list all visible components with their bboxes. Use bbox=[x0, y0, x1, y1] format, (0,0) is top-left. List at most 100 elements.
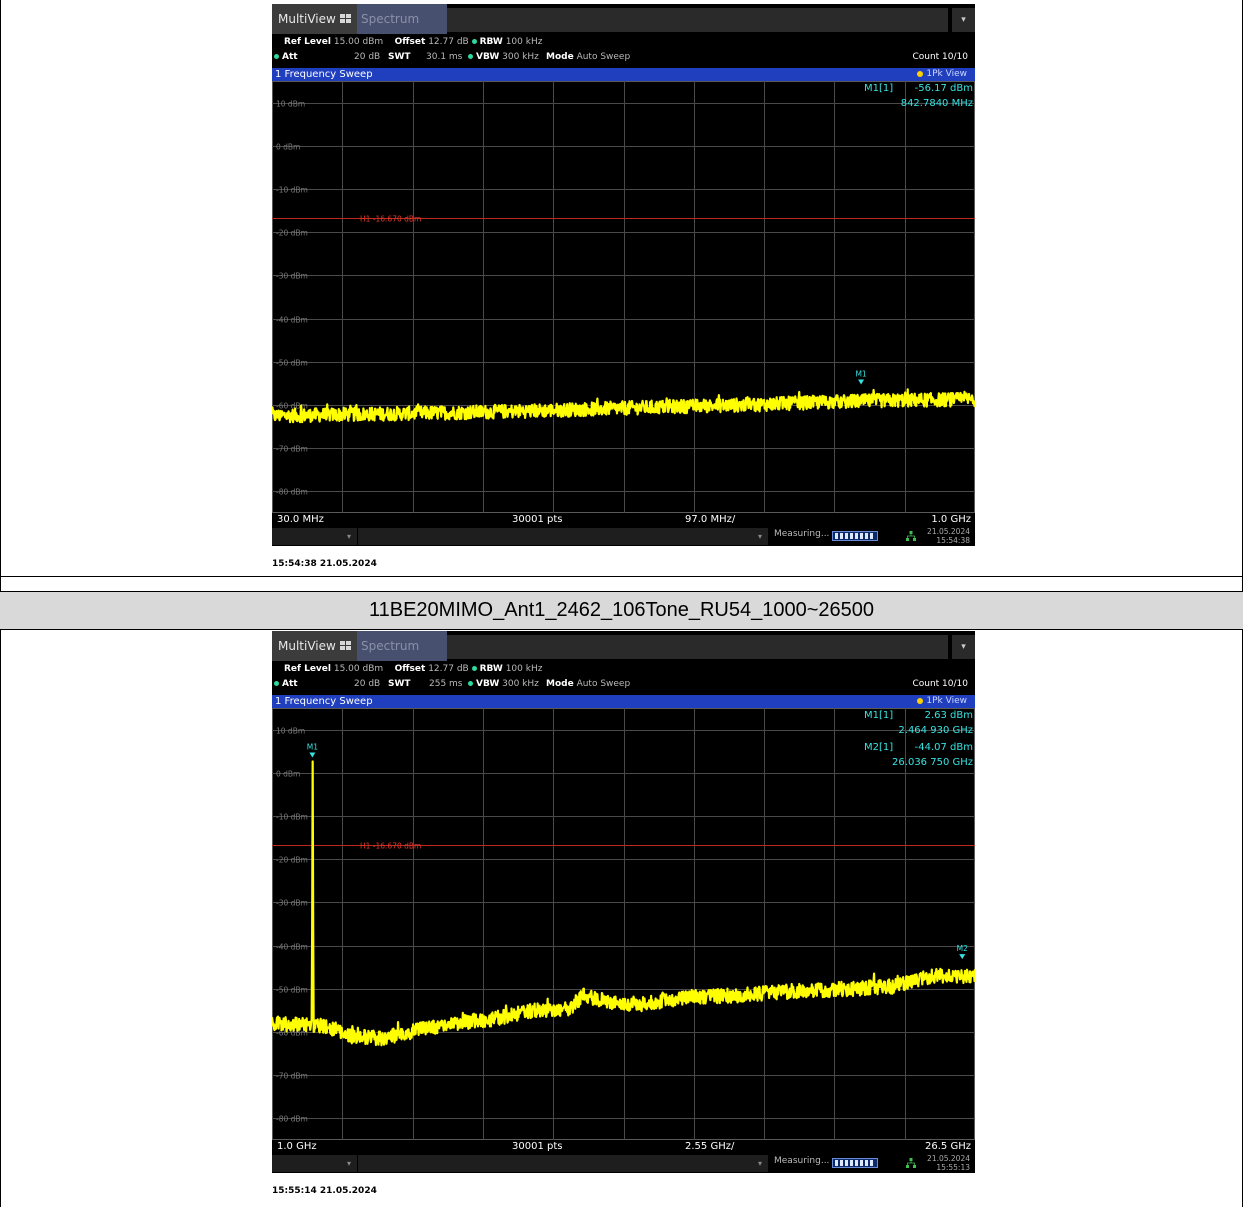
marker-label: M2 bbox=[957, 944, 968, 953]
marker-triangle bbox=[858, 379, 865, 385]
multiview-grid-icon bbox=[340, 14, 352, 24]
status-dropdown-wide[interactable]: ▾ bbox=[358, 1155, 768, 1172]
row-divider bbox=[0, 591, 1243, 592]
vbw-value: 300 kHz bbox=[502, 679, 539, 689]
plot-area[interactable]: 10 dBm 0 dBm -10 dBm -20 dBm -30 dBm -40 dBm -… bbox=[272, 708, 975, 1140]
rbw-value: 100 kHz bbox=[505, 37, 543, 47]
vbw-label: VBW bbox=[476, 679, 500, 689]
marker-readout-name: M1[1] bbox=[864, 83, 894, 94]
chevron-down-icon[interactable]: ▾ bbox=[952, 8, 975, 32]
tab-spectrum[interactable]: Spectrum bbox=[357, 4, 447, 34]
sweep-title-bar: 1 Frequency Sweep 1Pk View bbox=[272, 695, 975, 708]
y-tick-label: -50 dBm bbox=[276, 986, 308, 995]
ref-level-label: Ref Level bbox=[284, 664, 331, 674]
y-tick-label: 0 dBm bbox=[276, 143, 300, 152]
marker-label: M1 bbox=[855, 369, 866, 378]
trace-indicator: 1Pk View bbox=[917, 68, 967, 81]
ref-level-label: Ref Level bbox=[284, 37, 331, 47]
status-bar: ▾ ▾ Measuring... 21.05.2024 15:55:13 bbox=[272, 1153, 975, 1173]
y-tick-label: 0 dBm bbox=[276, 770, 300, 779]
marker-readout-frequency: 842.7840 MHz bbox=[900, 98, 973, 109]
trace-dot-icon bbox=[917, 70, 924, 77]
mode-label: Mode bbox=[546, 679, 574, 689]
status-dropdown-wide[interactable]: ▾ bbox=[358, 528, 768, 545]
caption-row: 11BE20MIMO_Ant1_2462_106Tone_RU54_1000~2… bbox=[0, 591, 1243, 629]
offset-value: 12.77 dB bbox=[428, 664, 469, 674]
y-tick-label: -20 dBm bbox=[276, 229, 308, 238]
status-time: 15:55:13 bbox=[936, 1163, 970, 1172]
swt-label: SWT bbox=[388, 679, 411, 689]
y-tick-label: -70 dBm bbox=[276, 1072, 308, 1081]
y-tick-label: -80 dBm bbox=[276, 1115, 308, 1124]
coupled-dot-icon bbox=[471, 39, 477, 44]
trace-label: 1Pk View bbox=[926, 696, 967, 706]
tab-spectrum-label: Spectrum bbox=[361, 12, 420, 26]
measuring-text: Measuring... bbox=[774, 529, 830, 539]
measuring-text: Measuring... bbox=[774, 1156, 830, 1166]
marker-triangle bbox=[309, 752, 316, 758]
x-start-label: 30.0 MHz bbox=[277, 514, 324, 525]
vbw-value: 300 kHz bbox=[502, 52, 539, 62]
limit-line-label: H1 -16.670 dBm bbox=[360, 842, 421, 851]
plot-area[interactable]: 10 dBm 0 dBm -10 dBm -20 dBm -30 dBm -40 dBm -… bbox=[272, 81, 975, 513]
trace-indicator: 1Pk View bbox=[917, 695, 967, 708]
tab-multiview-label: MultiView bbox=[278, 12, 336, 26]
div-label: 2.55 GHz/ bbox=[685, 1141, 735, 1152]
swt-value: 30.1 ms bbox=[426, 52, 463, 62]
marker-readout-level: -44.07 dBm bbox=[914, 742, 973, 753]
capture-timestamp: 15:55:14 21.05.2024 bbox=[272, 1186, 377, 1196]
x-start-label: 1.0 GHz bbox=[277, 1141, 317, 1152]
marker-readout-frequency: 2.464 930 GHz bbox=[898, 725, 973, 736]
coupled-dot-icon bbox=[274, 681, 279, 686]
y-tick-label: -80 dBm bbox=[276, 488, 308, 497]
marker-triangle bbox=[959, 954, 966, 960]
mode-value: Auto Sweep bbox=[576, 52, 631, 62]
y-tick-label: -40 dBm bbox=[276, 316, 308, 325]
rbw-value: 100 kHz bbox=[505, 664, 543, 674]
status-date: 21.05.2024 bbox=[927, 1154, 970, 1163]
tab-multiview[interactable]: MultiView bbox=[272, 4, 357, 34]
offset-label: Offset bbox=[394, 37, 426, 47]
marker-readout-level: 2.63 dBm bbox=[924, 710, 973, 721]
y-tick-label: -20 dBm bbox=[276, 856, 308, 865]
marker-readout-name: M1[1] bbox=[864, 710, 894, 721]
status-datetime: 21.05.2024 15:55:13 bbox=[927, 1154, 970, 1172]
plot-frame bbox=[272, 708, 975, 1140]
trace-dot-icon bbox=[917, 697, 924, 704]
swt-value: 255 ms bbox=[429, 679, 463, 689]
tab-multiview[interactable]: MultiView bbox=[272, 631, 357, 661]
tab-bar-empty bbox=[447, 8, 948, 32]
y-tick-label: -30 dBm bbox=[276, 899, 308, 908]
coupled-dot-icon bbox=[468, 681, 473, 686]
rbw-label: RBW bbox=[479, 37, 503, 47]
mode-label: Mode bbox=[546, 52, 574, 62]
analyzer-screen: MultiView Spectrum ▾ Ref Level 15.00 dBm… bbox=[272, 631, 975, 1173]
status-datetime: 21.05.2024 15:54:38 bbox=[927, 527, 970, 545]
settings-line-2: Att 20 dB SWT 255 ms VBW 300 kHz Mode Au… bbox=[274, 679, 972, 689]
points-label: 30001 pts bbox=[512, 1141, 563, 1152]
att-label: Att bbox=[282, 52, 298, 62]
count-label: Count 10/10 bbox=[912, 52, 968, 62]
mode-value: Auto Sweep bbox=[576, 679, 631, 689]
status-dropdown[interactable]: ▾ bbox=[272, 528, 357, 545]
settings-line-1: Ref Level 15.00 dBm Offset 12.77 dB RBW … bbox=[284, 664, 542, 674]
y-tick-label: -30 dBm bbox=[276, 272, 308, 281]
chevron-down-icon[interactable]: ▾ bbox=[952, 635, 975, 659]
y-tick-label: 10 dBm bbox=[276, 100, 305, 109]
ref-level-value: 15.00 dBm bbox=[333, 664, 384, 674]
y-tick-label: -40 dBm bbox=[276, 943, 308, 952]
vbw-label: VBW bbox=[476, 52, 500, 62]
y-tick-label: 10 dBm bbox=[276, 727, 305, 736]
title-bar: MultiView Spectrum ▾ bbox=[272, 631, 975, 661]
tab-spectrum[interactable]: Spectrum bbox=[357, 631, 447, 661]
offset-value: 12.77 dB bbox=[428, 37, 469, 47]
coupled-dot-icon bbox=[471, 666, 477, 671]
marker-readout-frequency: 26.036 750 GHz bbox=[892, 757, 973, 768]
coupled-dot-icon bbox=[274, 54, 279, 59]
trace-line bbox=[272, 760, 975, 1047]
swt-label: SWT bbox=[388, 52, 411, 62]
sweep-title-bar: 1 Frequency Sweep 1Pk View bbox=[272, 68, 975, 81]
row-divider bbox=[0, 629, 1243, 630]
status-dropdown[interactable]: ▾ bbox=[272, 1155, 357, 1172]
tab-bar-empty bbox=[447, 635, 948, 659]
